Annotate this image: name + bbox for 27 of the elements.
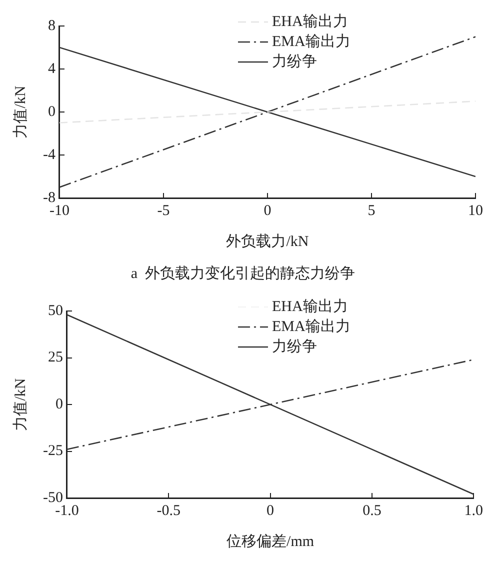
y-tick-label: -4	[42, 146, 56, 163]
y-tick-label: 8	[48, 18, 56, 34]
y-tick-label: 0	[55, 396, 63, 412]
y-axis-title: 力值/kN	[12, 86, 29, 138]
x-tick-label: 0.5	[362, 502, 382, 519]
x-tick-label: 10	[468, 202, 483, 219]
x-axis-title: 外负载力/kN	[226, 232, 309, 250]
x-tick-label: -5	[157, 202, 170, 219]
legend-label: EMA输出力	[272, 32, 350, 52]
y-tick-label: -25	[42, 443, 63, 460]
legend-label: EMA输出力	[272, 318, 350, 337]
y-tick-label: 25	[48, 350, 63, 366]
y-tick-label: 0	[48, 104, 56, 120]
x-tick-label: 1.0	[464, 502, 483, 519]
legend-label: EHA输出力	[272, 12, 348, 32]
y-tick-label: 4	[48, 60, 56, 77]
legend-label: EHA输出力	[272, 298, 348, 317]
y-axis-title: 力值/kN	[12, 378, 29, 431]
x-axis-title: 位移偏差/mm	[226, 532, 314, 550]
x-tick-label: 0	[266, 502, 274, 519]
y-tick-label: 50	[48, 302, 63, 319]
legend-label: 力纷争	[272, 52, 317, 72]
x-tick-label: -0.5	[156, 502, 181, 519]
legend-label: 力纷争	[272, 338, 317, 357]
text: a 外负载力变化引起的静态力纷争	[130, 264, 356, 282]
x-tick-label: 5	[368, 202, 376, 219]
x-tick-label: 0	[264, 202, 272, 219]
